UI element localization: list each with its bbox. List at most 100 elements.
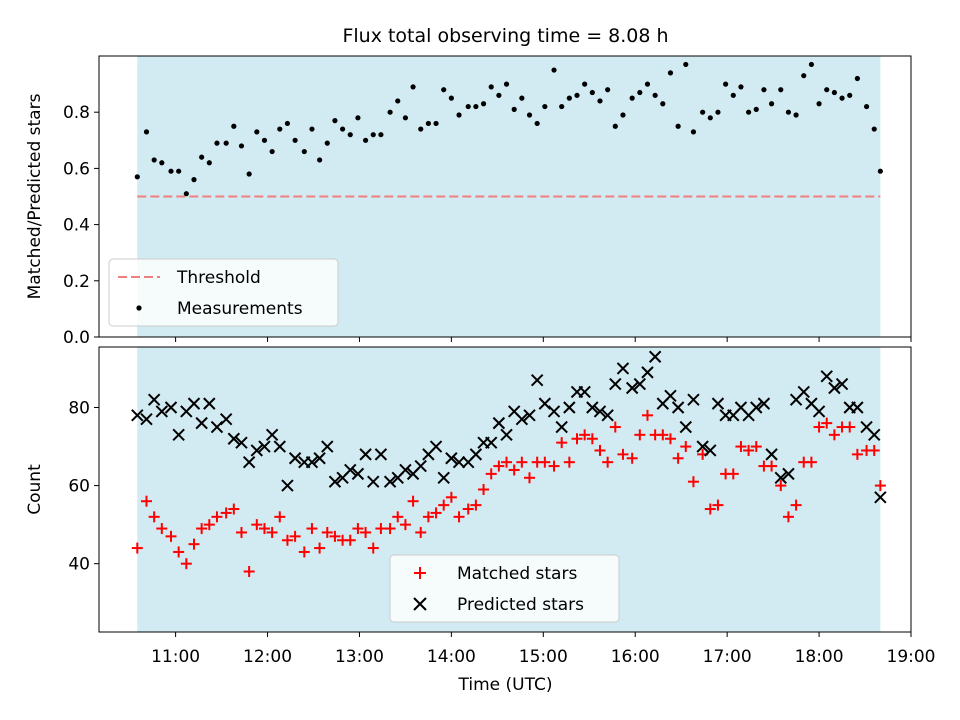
matched-star-point bbox=[579, 429, 591, 441]
matched-star-point bbox=[828, 429, 840, 441]
matched-star-point bbox=[571, 433, 583, 445]
measurement-point bbox=[785, 109, 792, 115]
matched-star-point bbox=[453, 511, 465, 523]
measurement-point bbox=[340, 126, 346, 132]
measurement-point bbox=[284, 120, 291, 127]
bottom-x-ticks: 11:00 12:00 13:00 14:00 15:00 16:00 17:00 18:00… bbox=[151, 632, 936, 667]
matched-star-point bbox=[586, 433, 598, 445]
matched-star-point bbox=[251, 519, 263, 531]
matched-star-point bbox=[289, 530, 301, 542]
measurement-point bbox=[402, 115, 409, 121]
x-tick-label: 17:00 bbox=[703, 647, 752, 667]
x-tick-label: 16:00 bbox=[611, 647, 660, 667]
matched-star-point bbox=[203, 519, 215, 531]
matched-star-point bbox=[687, 476, 699, 488]
predicted-star-point bbox=[704, 444, 717, 457]
measurement-point bbox=[730, 92, 736, 98]
matched-star-point bbox=[384, 523, 396, 535]
measurement-point bbox=[597, 98, 603, 104]
matched-star-point bbox=[641, 409, 653, 421]
predicted-star-point bbox=[429, 440, 443, 453]
matched-star-point bbox=[228, 503, 240, 515]
legend-matched-label: Matched stars bbox=[457, 564, 577, 584]
matched-star-point bbox=[281, 534, 293, 546]
predicted-star-point bbox=[711, 397, 725, 410]
measurement-point bbox=[387, 109, 393, 115]
measurement-point bbox=[433, 120, 439, 127]
measurement-point bbox=[223, 140, 229, 146]
predicted-star-point bbox=[328, 475, 342, 488]
predicted-star-point bbox=[414, 459, 427, 473]
measurement-point bbox=[134, 174, 140, 180]
measurement-point bbox=[566, 95, 572, 101]
matched-star-point bbox=[539, 456, 551, 468]
matched-star-point bbox=[672, 452, 684, 464]
y-tick-label: 60 bbox=[68, 477, 90, 497]
matched-star-point bbox=[344, 534, 356, 546]
measurement-point bbox=[761, 87, 767, 93]
matched-star-point bbox=[782, 511, 794, 523]
matched-star-point bbox=[493, 460, 505, 472]
measurement-point bbox=[746, 109, 752, 115]
predicted-star-point bbox=[359, 448, 372, 461]
matched-star-point bbox=[790, 499, 802, 511]
measurement-point bbox=[690, 129, 697, 135]
predicted-star-point bbox=[828, 381, 841, 395]
top-panel: 0.00.20.40.60.8 Matched/Predicted stars … bbox=[25, 55, 912, 348]
matched-star-point bbox=[360, 526, 372, 538]
matched-star-point bbox=[617, 448, 629, 460]
matched-star-point bbox=[329, 530, 341, 542]
predicted-star-point bbox=[696, 440, 709, 453]
matched-star-point bbox=[196, 523, 208, 535]
matched-star-point bbox=[805, 456, 817, 468]
predicted-star-point bbox=[625, 381, 639, 395]
predicted-star-point bbox=[235, 436, 248, 449]
measurement-point bbox=[542, 103, 548, 110]
matched-star-point bbox=[657, 429, 669, 441]
measurement-point bbox=[159, 160, 165, 166]
x-tick-label: 11:00 bbox=[151, 647, 200, 667]
predicted-star-point bbox=[851, 401, 864, 414]
predicted-star-point bbox=[633, 377, 647, 391]
measurement-point bbox=[831, 89, 837, 96]
matched-star-point bbox=[375, 523, 387, 535]
measurement-point bbox=[425, 120, 431, 127]
predicted-star-point bbox=[437, 471, 450, 484]
measurement-point bbox=[151, 157, 157, 163]
predicted-star-point bbox=[609, 377, 622, 391]
matched-star-point bbox=[266, 526, 278, 538]
x-tick-label: 12:00 bbox=[243, 647, 292, 667]
predicted-star-point bbox=[344, 463, 357, 477]
measurement-point bbox=[644, 81, 651, 87]
measurement-point bbox=[847, 92, 853, 98]
measurement-point bbox=[199, 154, 205, 160]
measurement-point bbox=[214, 140, 220, 146]
measurement-point bbox=[317, 157, 323, 163]
predicted-star-point bbox=[874, 491, 887, 504]
measurement-point bbox=[269, 148, 275, 155]
matched-star-point bbox=[156, 523, 168, 535]
predicted-star-point bbox=[172, 428, 185, 442]
measurement-point bbox=[839, 95, 845, 101]
y-tick-label: 0.4 bbox=[63, 216, 90, 236]
matched-star-point bbox=[165, 530, 177, 542]
predicted-star-point bbox=[273, 440, 286, 453]
measurement-point bbox=[675, 123, 681, 129]
matched-star-point bbox=[438, 499, 450, 511]
matched-star-point bbox=[556, 437, 568, 449]
matched-star-point bbox=[680, 441, 692, 453]
x-axis-label: Time (UTC) bbox=[458, 675, 553, 695]
x-tick-label: 18:00 bbox=[795, 647, 844, 667]
measurement-point bbox=[519, 95, 525, 101]
measurement-point bbox=[808, 61, 815, 68]
measurement-point bbox=[301, 148, 307, 155]
matched-star-point bbox=[430, 507, 442, 519]
matched-star-point bbox=[844, 421, 856, 433]
measurement-point bbox=[456, 112, 462, 118]
predicted-star-point bbox=[258, 440, 271, 453]
measurement-point bbox=[605, 87, 611, 93]
measurement-point bbox=[418, 126, 424, 132]
predicted-star-point bbox=[164, 401, 178, 414]
predicted-star-point bbox=[321, 440, 334, 453]
